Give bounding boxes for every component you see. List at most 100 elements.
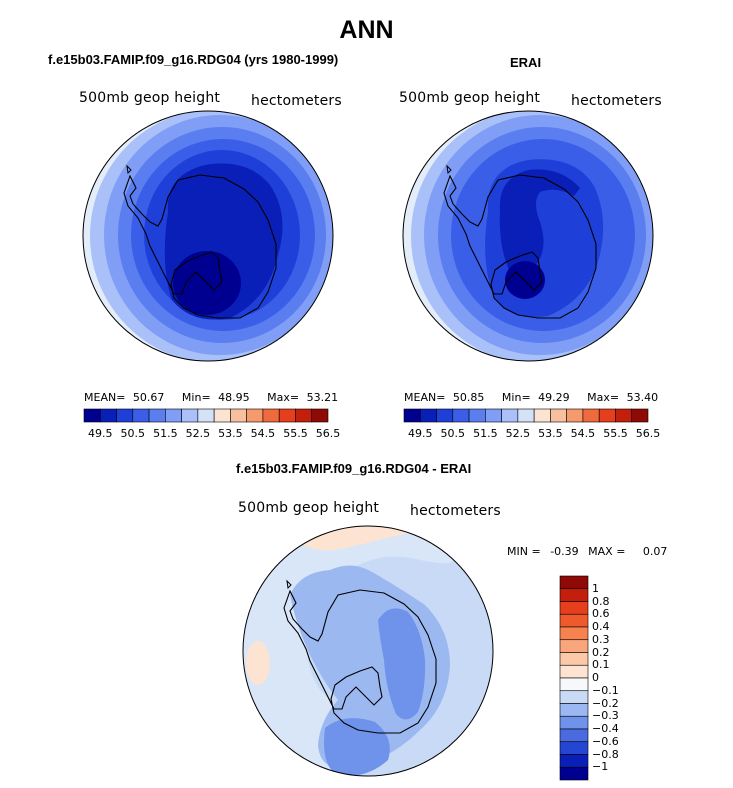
right-map-border xyxy=(402,110,654,362)
colorbar-swatch xyxy=(559,741,589,755)
colorbar-swatch xyxy=(116,408,134,423)
colorbar-swatch xyxy=(485,408,502,423)
colorbar-swatch xyxy=(295,408,313,423)
left-panel-title: f.e15b03.FAMIP.f09_g16.RDG04 (yrs 1980-1… xyxy=(48,52,339,67)
colorbar-tick-label: 56.5 xyxy=(635,427,661,440)
colorbar-swatch xyxy=(148,408,166,423)
right-antarctica-coast xyxy=(443,174,597,319)
diff-panel-title: f.e15b03.FAMIP.f09_g16.RDG04 - ERAI xyxy=(236,461,472,476)
colorbar-tick-label: 0.3 xyxy=(592,632,610,646)
colorbar-swatch xyxy=(132,408,150,423)
left-mean-label: MEAN= xyxy=(84,391,126,404)
diff-variable-label: 500mb geop height xyxy=(238,500,380,516)
colorbar-swatch xyxy=(559,601,589,615)
colorbar-swatch xyxy=(559,766,589,781)
colorbar-swatch xyxy=(559,626,589,641)
diff-band-neg-0_3 xyxy=(378,608,426,720)
colorbar-swatch xyxy=(559,754,589,768)
right-max-value: 53.40 xyxy=(626,391,659,404)
colorbar-swatch xyxy=(559,715,589,730)
diff-max-label: MAX = xyxy=(588,545,626,558)
colorbar-tick-label: −1 xyxy=(592,760,609,774)
colorbar-tick-label: 56.5 xyxy=(315,427,341,440)
colorbar-swatch xyxy=(559,652,589,666)
left-mean-value: 50.67 xyxy=(132,391,165,404)
right-max-label: Max= xyxy=(587,391,620,404)
right-units-label: hectometers xyxy=(571,93,662,109)
left-units-label: hectometers xyxy=(251,93,342,109)
colorbar-tick-label: 53.5 xyxy=(538,427,563,440)
diff-antarctica-coast xyxy=(283,589,437,734)
colorbar-swatch xyxy=(436,408,454,423)
colorbar-swatch xyxy=(197,408,215,423)
colorbar-tick-label: 0.2 xyxy=(592,645,610,659)
diff-max-value: 0.07 xyxy=(642,545,668,558)
colorbar-tick-label: −0.8 xyxy=(592,747,619,761)
left-antarctica-coast xyxy=(123,174,277,319)
colorbar-swatch xyxy=(559,639,589,653)
colorbar-swatch xyxy=(165,408,182,423)
right-stats: MEAN= 50.85 Min= 49.29 Max= 53.40 xyxy=(404,391,658,404)
right-island xyxy=(446,164,452,175)
colorbar-tick-label: 51.5 xyxy=(473,427,498,440)
colorbar-swatch xyxy=(598,408,616,423)
diff-island xyxy=(286,579,292,590)
left-map xyxy=(82,110,334,362)
left-min-label: Min= xyxy=(181,391,211,404)
left-max-value: 53.21 xyxy=(306,391,339,404)
colorbar-swatch xyxy=(468,408,486,423)
colorbar-swatch xyxy=(631,408,649,423)
left-max-label: Max= xyxy=(267,391,300,404)
colorbar-swatch xyxy=(566,408,584,423)
colorbar-tick-label: 1 xyxy=(592,581,599,595)
left-island xyxy=(126,164,132,175)
colorbar-tick-label: 50.5 xyxy=(440,427,466,440)
right-mean-value: 50.85 xyxy=(452,391,485,404)
diff-colorbar xyxy=(559,575,589,781)
left-stats: MEAN= 50.67 Min= 48.95 Max= 53.21 xyxy=(84,391,338,404)
left-colorbar xyxy=(83,408,329,423)
colorbar-tick-label: 50.5 xyxy=(120,427,146,440)
colorbar-tick-label: 51.5 xyxy=(153,427,178,440)
colorbar-swatch xyxy=(419,408,437,423)
colorbar-tick-label: −0.4 xyxy=(592,722,619,735)
colorbar-swatch xyxy=(403,408,421,423)
colorbar-tick-label: 54.5 xyxy=(250,427,276,440)
diff-band-near-zero xyxy=(243,526,454,776)
colorbar-tick-label: 53.5 xyxy=(218,427,243,440)
right-band-49_5 xyxy=(499,169,580,277)
diff-min-value: -0.39 xyxy=(550,545,579,558)
colorbar-tick-label: −0.1 xyxy=(592,683,619,697)
colorbar-swatch xyxy=(181,408,199,423)
colorbar-tick-label: 55.5 xyxy=(603,427,628,440)
colorbar-tick-label: 0.1 xyxy=(592,658,610,672)
colorbar-tick-label: 55.5 xyxy=(283,427,308,440)
diff-band-pos-south xyxy=(246,641,270,685)
right-variable-label: 500mb geop height xyxy=(399,90,541,106)
colorbar-swatch xyxy=(559,690,589,704)
colorbar-swatch xyxy=(501,408,519,423)
colorbar-swatch xyxy=(262,408,280,423)
right-min-value: 49.29 xyxy=(538,391,570,404)
right-map xyxy=(402,110,654,362)
colorbar-swatch xyxy=(559,703,589,717)
colorbar-swatch xyxy=(246,408,264,423)
colorbar-tick-label: 54.5 xyxy=(570,427,596,440)
colorbar-swatch xyxy=(517,408,535,423)
right-mean-label: MEAN= xyxy=(404,391,446,404)
right-min-label: Min= xyxy=(501,391,531,404)
diff-map-border xyxy=(242,525,494,777)
colorbar-tick-label: 0.6 xyxy=(592,607,610,621)
colorbar-tick-label: −0.3 xyxy=(592,709,619,723)
colorbar-tick-label: −0.2 xyxy=(592,696,619,710)
colorbar-tick-label: 0 xyxy=(592,671,599,684)
colorbar-swatch xyxy=(559,664,589,679)
colorbar-tick-label: 49.5 xyxy=(88,427,113,440)
colorbar-swatch xyxy=(311,408,329,423)
colorbar-swatch xyxy=(559,677,589,692)
colorbar-tick-label: 0.4 xyxy=(592,620,610,633)
figure-title: ANN xyxy=(339,16,394,44)
colorbar-swatch xyxy=(582,408,600,423)
diff-stats: MIN = -0.39 MAX = 0.07 xyxy=(507,545,667,558)
